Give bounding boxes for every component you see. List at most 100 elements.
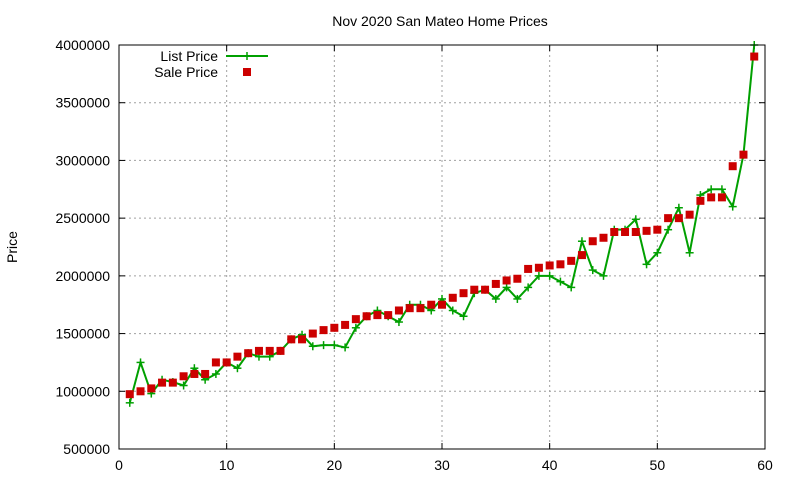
sale-price-point: [179, 372, 188, 381]
sale-price-point: [728, 162, 737, 171]
sale-price-point: [685, 210, 694, 219]
legend-square-swatch: [243, 68, 251, 76]
x-tick-label: 60: [757, 457, 773, 473]
sale-price-point: [545, 261, 554, 270]
y-tick-label: 3500000: [55, 95, 110, 111]
x-tick-label: 40: [542, 457, 558, 473]
list-price-line: [128, 44, 756, 404]
list-price-point: [567, 283, 576, 292]
list-price-point: [642, 260, 651, 269]
sale-price-point: [384, 311, 393, 320]
sale-price-point: [502, 276, 511, 285]
sale-price-point: [298, 335, 307, 344]
list-price-point: [308, 342, 317, 351]
list-price-point: [502, 283, 511, 292]
list-price-point: [524, 283, 533, 292]
sale-price-point: [265, 346, 274, 355]
x-tick-label: 20: [327, 457, 343, 473]
y-tick-label: 2500000: [55, 210, 110, 226]
sale-price-point: [567, 256, 576, 265]
list-price-point: [685, 248, 694, 257]
x-tick-label: 10: [219, 457, 235, 473]
sale-price-point: [674, 214, 683, 223]
list-price-point: [577, 237, 586, 246]
sale-price-point: [405, 304, 414, 313]
list-price-point: [459, 312, 468, 321]
sale-price-point: [513, 274, 522, 283]
sale-price-point: [534, 263, 543, 272]
list-price-point: [664, 225, 673, 234]
sale-price-point: [373, 311, 382, 320]
sale-price-point: [448, 293, 457, 302]
list-price-point: [717, 185, 726, 194]
chart-title: Nov 2020 San Mateo Home Prices: [332, 13, 548, 29]
sale-price-point: [276, 346, 285, 355]
legend-plus-swatch: [243, 52, 251, 60]
sale-price-point: [136, 387, 145, 396]
sale-price-point: [427, 300, 436, 309]
y-tick-label: 1500000: [55, 326, 110, 342]
sale-price-point: [459, 289, 468, 298]
list-price-point: [351, 323, 360, 332]
grid: [119, 45, 765, 449]
list-price-point: [653, 248, 662, 257]
sale-price-point: [222, 358, 231, 367]
sale-price-point: [233, 352, 242, 361]
list-price-point: [545, 271, 554, 280]
list-price-point: [233, 364, 242, 373]
sale-price-point: [577, 251, 586, 260]
sale-price-point: [696, 196, 705, 205]
sale-price-point: [631, 227, 640, 236]
sale-price-point: [610, 227, 619, 236]
x-tick-label: 30: [434, 457, 450, 473]
list-price-point: [534, 271, 543, 280]
sale-price-point: [244, 349, 253, 358]
sale-price-point: [158, 378, 167, 387]
list-price-point: [330, 341, 339, 350]
list-price-point: [211, 369, 220, 378]
sale-price-point: [308, 329, 317, 338]
list-price-point: [319, 341, 328, 350]
y-tick-label: 4000000: [55, 37, 110, 53]
sale-price-point: [470, 285, 479, 294]
sale-price-point: [125, 390, 134, 399]
plot-frame: [118, 44, 766, 450]
sale-price-point: [717, 193, 726, 202]
list-price-point: [588, 266, 597, 275]
list-price-point: [125, 398, 134, 407]
sale-price-point: [416, 304, 425, 313]
sale-price-point: [642, 226, 651, 235]
x-tick-label: 50: [650, 457, 666, 473]
y-tick-label: 2000000: [55, 268, 110, 284]
list-price-point: [491, 294, 500, 303]
list-price-point: [556, 277, 565, 286]
series: [125, 41, 759, 407]
legend-label: Sale Price: [154, 64, 218, 80]
sale-price-point: [190, 369, 199, 378]
list-price-point: [707, 185, 716, 194]
list-price-point: [728, 202, 737, 211]
x-tick-label: 0: [115, 457, 123, 473]
sale-price-point: [330, 323, 339, 332]
ticks: 500000 1000000 1500000 2000000 2500000 300000…: [55, 37, 773, 473]
list-price-point: [513, 294, 522, 303]
sale-price-point: [750, 52, 759, 61]
legend-label: List Price: [160, 48, 218, 64]
sale-price-point: [707, 193, 716, 202]
sale-price-point: [524, 264, 533, 273]
sale-price-point: [739, 150, 748, 159]
sale-price-point: [394, 306, 403, 315]
list-price-point: [674, 203, 683, 212]
sale-price-point: [211, 358, 220, 367]
y-axis-label: Price: [4, 231, 20, 263]
sale-price-point: [168, 378, 177, 387]
sale-price-point: [147, 384, 156, 393]
sale-price-point: [621, 227, 630, 236]
sale-price-point: [362, 312, 371, 321]
sale-price-point: [664, 214, 673, 223]
list-price-point: [394, 318, 403, 327]
sale-price-point: [653, 225, 662, 234]
list-price-point: [631, 215, 640, 224]
